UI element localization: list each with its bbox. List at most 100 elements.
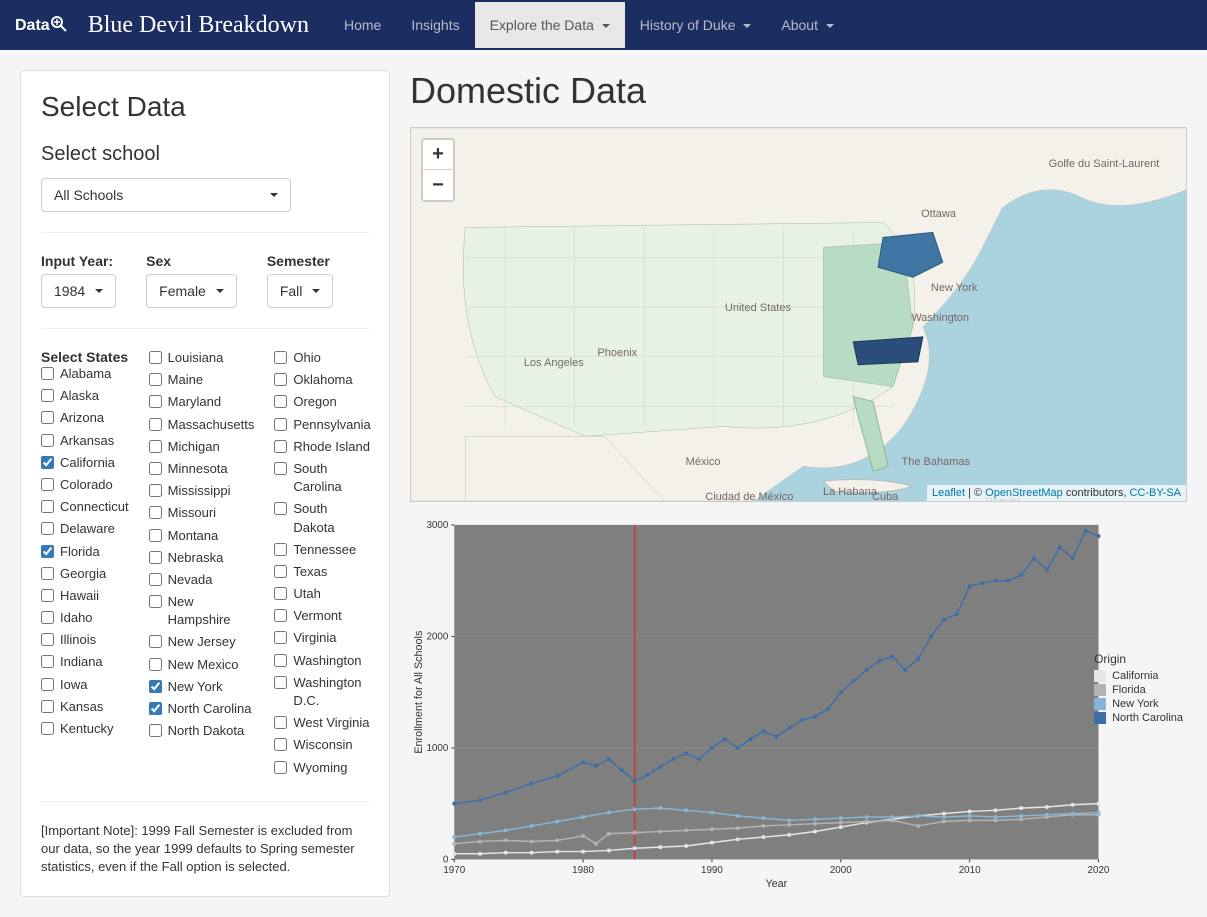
nav-item-about[interactable]: About [766, 2, 848, 48]
state-label: Kansas [60, 698, 103, 716]
state-checkbox[interactable] [274, 373, 287, 386]
nav-item-explore-the-data[interactable]: Explore the Data [475, 2, 625, 48]
state-checkbox[interactable] [149, 658, 162, 671]
state-checkbox[interactable] [41, 633, 54, 646]
state-checkbox-item: California [41, 454, 129, 472]
state-checkbox[interactable] [149, 680, 162, 693]
state-checkbox[interactable] [274, 676, 287, 689]
state-checkbox[interactable] [149, 506, 162, 519]
state-checkbox-item: Maryland [149, 393, 255, 411]
state-checkbox[interactable] [41, 655, 54, 668]
state-checkbox-item: Oregon [274, 393, 370, 411]
state-checkbox[interactable] [41, 722, 54, 735]
state-checkbox[interactable] [149, 484, 162, 497]
state-checkbox-item: Montana [149, 527, 255, 545]
state-checkbox[interactable] [274, 761, 287, 774]
state-label: Wisconsin [293, 736, 352, 754]
map-svg [411, 128, 1186, 501]
map-panel[interactable]: + − United StatesMéxicoCiudad de MéxicoL… [410, 127, 1187, 502]
state-checkbox[interactable] [274, 462, 287, 475]
state-label: Kentucky [60, 720, 113, 738]
state-checkbox-item: Maine [149, 371, 255, 389]
brand-title[interactable]: Blue Devil Breakdown [88, 12, 309, 39]
state-checkbox[interactable] [149, 724, 162, 737]
state-checkbox[interactable] [149, 702, 162, 715]
nav-item-home[interactable]: Home [329, 2, 396, 48]
state-checkbox-item: North Dakota [149, 722, 255, 740]
state-checkbox[interactable] [41, 678, 54, 691]
state-checkbox[interactable] [149, 529, 162, 542]
semester-select[interactable]: Fall [267, 274, 334, 308]
state-checkbox[interactable] [149, 440, 162, 453]
state-checkbox[interactable] [274, 738, 287, 751]
state-label: Nevada [168, 571, 213, 589]
state-checkbox[interactable] [41, 567, 54, 580]
state-checkbox-item: Tennessee [274, 541, 370, 559]
nav-item-insights[interactable]: Insights [396, 2, 474, 48]
state-checkbox[interactable] [274, 543, 287, 556]
state-label: Vermont [293, 607, 341, 625]
sex-select[interactable]: Female [146, 274, 237, 308]
state-checkbox[interactable] [41, 411, 54, 424]
state-label: Ohio [293, 349, 320, 367]
state-checkbox[interactable] [41, 367, 54, 380]
svg-text:2020: 2020 [1088, 865, 1110, 876]
leaflet-link[interactable]: Leaflet [932, 487, 965, 499]
state-checkbox-item: Michigan [149, 438, 255, 456]
logo[interactable]: Data [15, 15, 68, 35]
state-checkbox[interactable] [149, 551, 162, 564]
state-checkbox[interactable] [41, 478, 54, 491]
state-checkbox[interactable] [41, 434, 54, 447]
ccbysa-link[interactable]: CC-BY-SA [1129, 487, 1181, 499]
state-checkbox-item: Florida [41, 543, 129, 561]
zoom-in-button[interactable]: + [423, 140, 453, 170]
school-select[interactable]: All Schools [41, 178, 291, 212]
state-checkbox[interactable] [41, 589, 54, 602]
state-label: Maryland [168, 393, 221, 411]
state-checkbox[interactable] [41, 456, 54, 469]
state-checkbox[interactable] [274, 351, 287, 364]
state-label: New Mexico [168, 656, 239, 674]
state-checkbox[interactable] [41, 389, 54, 402]
state-checkbox[interactable] [274, 418, 287, 431]
state-checkbox[interactable] [149, 373, 162, 386]
state-checkbox[interactable] [274, 631, 287, 644]
state-checkbox[interactable] [149, 462, 162, 475]
state-checkbox[interactable] [41, 611, 54, 624]
state-checkbox[interactable] [149, 595, 162, 608]
state-checkbox[interactable] [274, 587, 287, 600]
zoom-out-button[interactable]: − [423, 170, 453, 200]
state-checkbox-item: Washington [274, 652, 370, 670]
state-checkbox[interactable] [274, 395, 287, 408]
svg-text:3000: 3000 [426, 520, 448, 531]
state-checkbox[interactable] [274, 565, 287, 578]
svg-text:0: 0 [443, 854, 449, 865]
state-label: Mississippi [168, 482, 231, 500]
state-checkbox[interactable] [41, 545, 54, 558]
state-checkbox-item: Wyoming [274, 759, 370, 777]
state-checkbox[interactable] [274, 716, 287, 729]
state-checkbox[interactable] [274, 440, 287, 453]
state-label: New Jersey [168, 633, 236, 651]
state-checkbox[interactable] [149, 635, 162, 648]
state-checkbox[interactable] [274, 609, 287, 622]
state-checkbox[interactable] [149, 351, 162, 364]
state-checkbox[interactable] [149, 573, 162, 586]
state-checkbox-item: Kentucky [41, 720, 129, 738]
state-checkbox[interactable] [149, 395, 162, 408]
state-checkbox[interactable] [149, 418, 162, 431]
state-checkbox-item: Connecticut [41, 498, 129, 516]
legend-item: Florida [1094, 684, 1183, 696]
state-checkbox[interactable] [41, 522, 54, 535]
state-checkbox[interactable] [41, 700, 54, 713]
sidebar-title: Select Data [41, 91, 369, 123]
state-checkbox[interactable] [274, 502, 287, 515]
legend-label: Florida [1112, 684, 1146, 696]
osm-link[interactable]: OpenStreetMap [985, 487, 1063, 499]
svg-text:1970: 1970 [443, 865, 465, 876]
state-checkbox[interactable] [41, 500, 54, 513]
state-checkbox[interactable] [274, 654, 287, 667]
year-select[interactable]: 1984 [41, 274, 116, 308]
nav-item-history-of-duke[interactable]: History of Duke [625, 2, 767, 48]
state-checkbox-item: Hawaii [41, 587, 129, 605]
